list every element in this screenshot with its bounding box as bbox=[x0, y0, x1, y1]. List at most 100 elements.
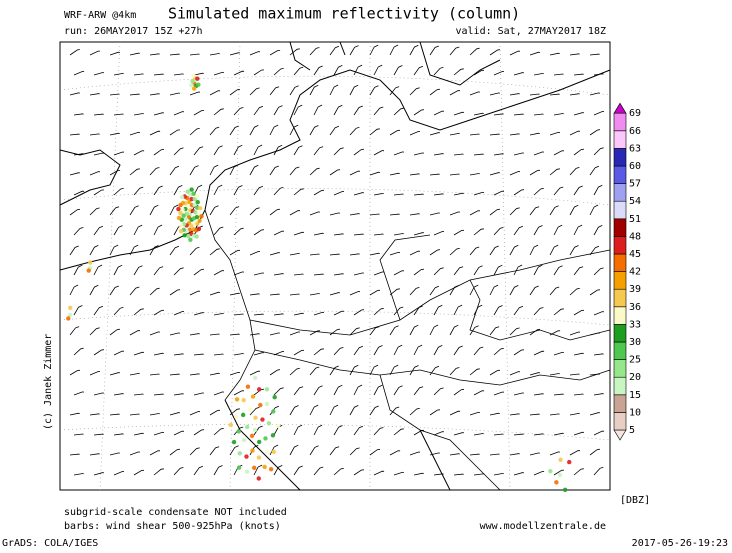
echo bbox=[182, 233, 187, 238]
barb bbox=[389, 44, 399, 56]
barb bbox=[189, 91, 201, 96]
colorbar-box bbox=[613, 183, 627, 202]
barb bbox=[93, 433, 104, 436]
barb bbox=[93, 264, 103, 276]
barb bbox=[433, 110, 445, 116]
barb bbox=[173, 147, 184, 156]
barb bbox=[133, 432, 144, 436]
barb bbox=[493, 190, 505, 196]
colorbar-box bbox=[613, 112, 627, 132]
barb bbox=[449, 211, 461, 216]
barb bbox=[169, 53, 180, 56]
barb bbox=[69, 412, 80, 416]
barb bbox=[133, 186, 144, 196]
barb bbox=[93, 225, 104, 236]
echo bbox=[258, 402, 263, 408]
barb bbox=[213, 226, 224, 236]
barb bbox=[69, 172, 80, 176]
barb bbox=[333, 467, 344, 476]
colorbar-cap bbox=[613, 429, 627, 441]
barb bbox=[289, 367, 300, 376]
barb bbox=[509, 453, 520, 456]
barb bbox=[309, 211, 321, 216]
barb bbox=[169, 165, 180, 176]
barb bbox=[489, 369, 501, 376]
barb bbox=[173, 73, 184, 76]
barb bbox=[293, 145, 303, 156]
barb bbox=[149, 53, 160, 56]
map bbox=[59, 41, 611, 493]
barb bbox=[173, 185, 183, 196]
barb bbox=[373, 233, 384, 236]
barb bbox=[409, 365, 419, 376]
barb bbox=[393, 471, 404, 476]
barb bbox=[333, 273, 344, 276]
barb bbox=[409, 451, 421, 456]
barb bbox=[429, 452, 440, 456]
echo bbox=[228, 422, 233, 428]
echo bbox=[266, 421, 272, 426]
barb bbox=[449, 285, 459, 296]
barb bbox=[393, 385, 403, 396]
barb bbox=[253, 69, 265, 76]
coastlines-borders bbox=[59, 41, 611, 491]
barb bbox=[129, 244, 139, 256]
echo bbox=[67, 312, 73, 318]
barb bbox=[489, 284, 499, 296]
barb bbox=[169, 448, 180, 456]
barb bbox=[569, 53, 580, 56]
barb bbox=[189, 333, 200, 336]
barb bbox=[393, 233, 404, 236]
barb bbox=[233, 185, 243, 196]
barb bbox=[293, 424, 303, 436]
barb bbox=[69, 326, 80, 336]
colorbar-cap bbox=[613, 102, 627, 114]
echo bbox=[178, 222, 184, 228]
barb bbox=[493, 71, 505, 76]
echo bbox=[195, 194, 200, 199]
barb bbox=[573, 393, 584, 396]
barb bbox=[549, 451, 561, 456]
barb bbox=[573, 73, 584, 76]
colorbar-unit: [DBZ] bbox=[620, 495, 650, 506]
echo bbox=[244, 454, 249, 459]
barb bbox=[309, 167, 320, 176]
barb bbox=[429, 173, 440, 176]
colorbar-label: 20 bbox=[629, 372, 641, 383]
barb bbox=[429, 409, 441, 416]
echo bbox=[562, 487, 568, 493]
barb bbox=[473, 304, 483, 316]
barb bbox=[373, 345, 383, 356]
barb bbox=[413, 344, 423, 356]
colorbar-label: 69 bbox=[629, 108, 641, 119]
echo bbox=[245, 424, 250, 430]
barb bbox=[529, 413, 540, 416]
barb bbox=[309, 84, 319, 96]
barb bbox=[389, 86, 400, 96]
barb bbox=[469, 173, 480, 176]
barb bbox=[453, 473, 464, 476]
barb bbox=[589, 412, 600, 416]
barb bbox=[269, 444, 279, 456]
colorbar-label: 5 bbox=[629, 425, 635, 436]
barb bbox=[409, 44, 419, 56]
barb bbox=[433, 345, 443, 356]
barb bbox=[409, 250, 421, 256]
barb bbox=[313, 189, 325, 196]
barb bbox=[469, 368, 480, 376]
echo bbox=[234, 397, 240, 402]
barb bbox=[109, 328, 120, 336]
barb bbox=[249, 164, 259, 176]
echo bbox=[264, 387, 270, 392]
barb bbox=[313, 311, 325, 316]
echo bbox=[66, 316, 71, 321]
barb bbox=[549, 330, 561, 336]
barb bbox=[309, 125, 319, 136]
barb bbox=[113, 306, 124, 316]
barb bbox=[113, 113, 124, 116]
echo bbox=[178, 202, 183, 208]
echo bbox=[256, 439, 262, 445]
barb bbox=[509, 133, 520, 136]
echo bbox=[191, 86, 197, 91]
colorbar-label: 54 bbox=[629, 196, 641, 207]
